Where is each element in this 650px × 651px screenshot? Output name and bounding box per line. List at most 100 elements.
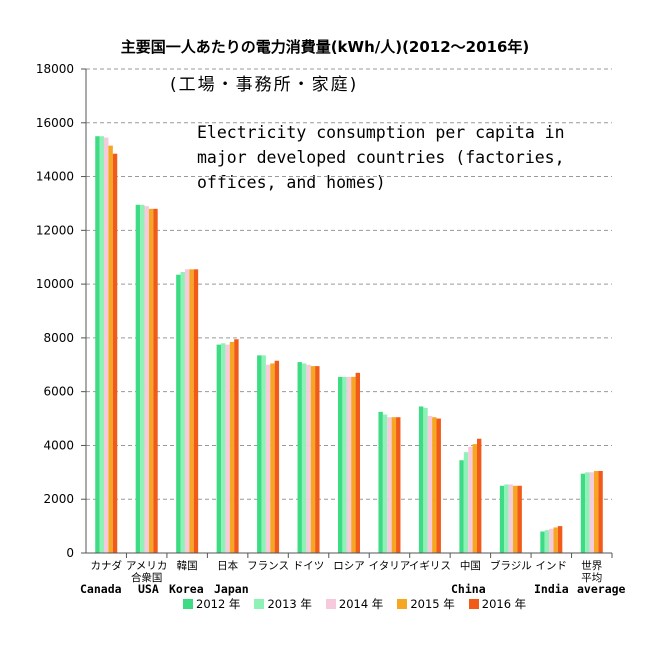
bar <box>391 417 397 553</box>
y-tick-label: 16000 <box>36 116 74 130</box>
bar <box>234 339 239 553</box>
legend-label: 2016 年 <box>481 597 527 611</box>
bar <box>468 446 473 553</box>
x-tick-label: ブラジル <box>490 559 532 572</box>
legend-item: 2012 年 <box>183 596 240 612</box>
legend-swatch <box>468 599 479 609</box>
y-tick-label: 12000 <box>36 223 74 237</box>
x-tick-label: ロシア <box>333 560 365 572</box>
y-tick-label: 0 <box>66 546 74 560</box>
legend-item: 2015 年 <box>397 596 455 612</box>
bar <box>544 530 550 553</box>
bar <box>553 527 558 553</box>
bar <box>432 417 437 553</box>
bar <box>338 376 343 553</box>
bar <box>257 355 262 553</box>
bar <box>176 274 181 553</box>
y-tick-label: 4000 <box>43 438 74 452</box>
english-category-label: Canada <box>80 582 122 596</box>
bar <box>112 153 118 553</box>
x-tick-label: 世界平均 <box>581 560 602 584</box>
bar <box>598 470 603 553</box>
legend-swatch <box>397 599 408 609</box>
bar <box>144 206 149 553</box>
legend-label: 2013 年 <box>267 597 312 611</box>
bar <box>585 472 590 553</box>
bar <box>463 452 469 553</box>
bar <box>476 438 482 553</box>
bar <box>221 343 226 553</box>
legend-swatch <box>325 599 336 609</box>
bar <box>297 362 302 553</box>
bar <box>216 344 222 553</box>
bar <box>472 444 477 553</box>
y-tick-label: 10000 <box>36 277 74 291</box>
bar <box>499 485 505 553</box>
y-tick-label: 6000 <box>43 385 74 399</box>
bar <box>135 204 141 554</box>
legend-swatch <box>183 599 193 609</box>
x-tick-label: カナダ <box>90 559 122 572</box>
english-category-label: Japan <box>214 582 249 596</box>
x-tick-label: ドイツ <box>293 560 325 572</box>
bar <box>504 484 509 553</box>
y-tick-label: 8000 <box>43 331 74 345</box>
bar <box>517 485 522 553</box>
english-category-label: USA <box>138 582 159 596</box>
bar <box>99 136 105 553</box>
x-tick-label: 中国 <box>460 559 481 572</box>
bar <box>180 272 185 553</box>
bar <box>378 411 383 553</box>
bar <box>229 341 235 553</box>
bar <box>387 417 392 553</box>
bar <box>557 526 563 553</box>
legend-item: 2016 年 <box>468 596 527 612</box>
bar <box>427 415 433 553</box>
bar <box>346 376 352 553</box>
bar <box>513 485 518 553</box>
y-axis: 0 2000 4000 6000 8000 10000 12000 14000 16000 180… <box>36 62 87 560</box>
x-tick-label: イタリア <box>369 560 411 572</box>
bar <box>593 470 599 553</box>
bar <box>153 208 158 554</box>
legend-label: 2015 年 <box>410 597 455 611</box>
legend-item: 2013 年 <box>254 596 312 612</box>
bar <box>549 528 554 553</box>
x-tick-label: 韓国 <box>177 560 198 572</box>
english-category-label: Korea <box>169 582 204 596</box>
bar <box>270 363 275 553</box>
legend-item: 2014 年 <box>325 596 383 612</box>
bar <box>140 204 145 554</box>
bar <box>351 376 356 553</box>
bar <box>580 473 586 553</box>
bar <box>265 364 271 553</box>
bar <box>540 531 545 553</box>
bar <box>189 269 194 553</box>
english-annotation: Electricity consumption per capita in ma… <box>197 123 565 192</box>
bar <box>342 376 347 553</box>
bar <box>423 407 428 553</box>
english-category-label: India <box>534 582 569 596</box>
x-tick-label: フランス <box>247 560 289 572</box>
bar <box>274 360 280 553</box>
bar <box>418 406 424 553</box>
bar <box>95 136 100 553</box>
legend-swatch <box>254 599 265 609</box>
bar <box>310 366 316 553</box>
chart-subtitle: (工場・事務所・家庭) <box>170 75 359 95</box>
x-tick-label: アメリカ合衆国 <box>126 560 167 584</box>
bar <box>306 364 311 553</box>
bar <box>382 414 388 553</box>
bar <box>261 355 266 553</box>
bar <box>193 269 199 553</box>
bar <box>508 484 514 553</box>
bar <box>301 363 307 553</box>
bar <box>436 418 441 553</box>
y-tick-label: 2000 <box>43 492 74 506</box>
x-tick-label: イギリス <box>409 560 451 572</box>
bar <box>355 372 360 553</box>
x-tick-label: インド <box>536 560 568 572</box>
bar <box>315 366 320 553</box>
chart-title: 主要国一人あたりの電力消費量(kWh/人)(2012〜2016年) <box>120 38 530 56</box>
